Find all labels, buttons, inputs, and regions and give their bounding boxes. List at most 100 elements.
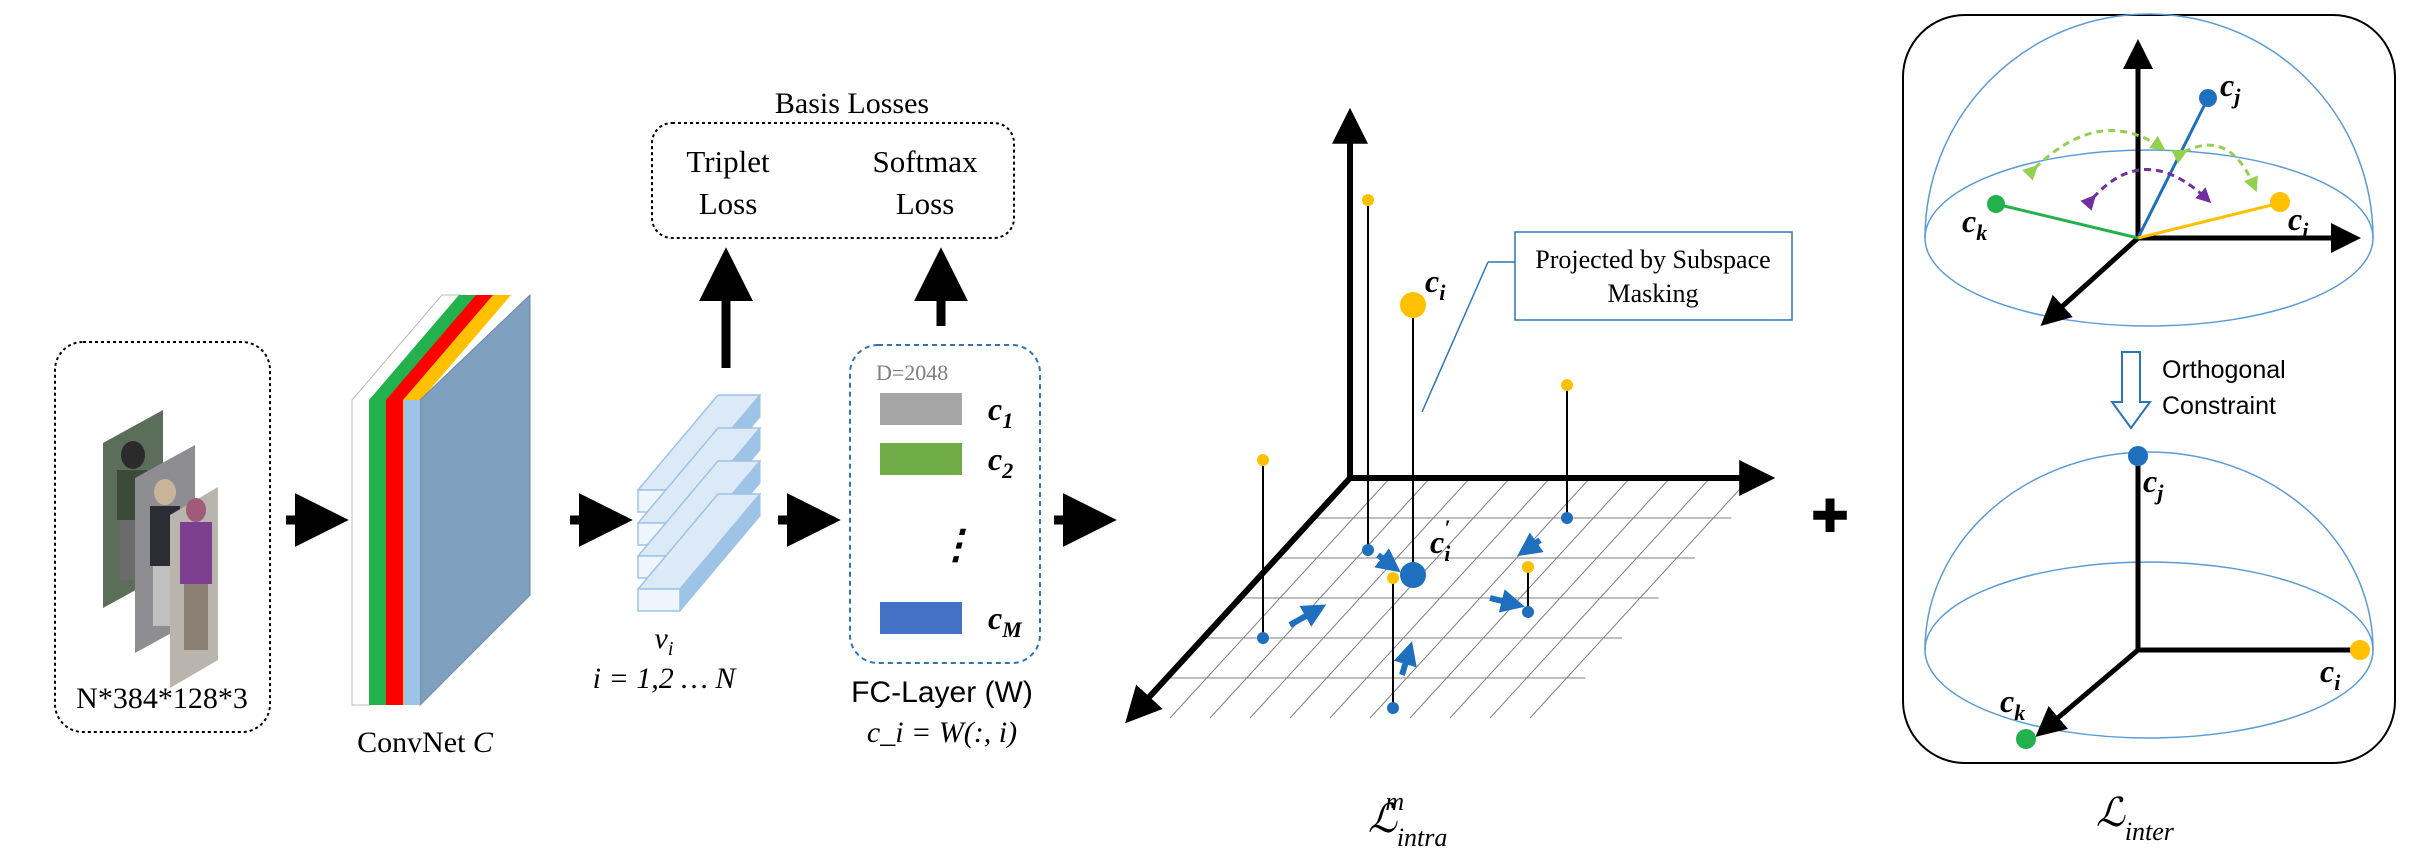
top-ci-point (2270, 192, 2290, 212)
hollow-down-arrow (2110, 351, 2152, 430)
bottom-ck-var: c (2000, 683, 2014, 719)
point-original (1387, 572, 1399, 584)
fc-vector-sub: M (1001, 617, 1023, 642)
feature-var-letter: v (655, 622, 669, 655)
bottom-ck-label: ck (2000, 683, 2025, 725)
softmax-loss-line1: Softmax (872, 144, 978, 179)
point-projected (1522, 606, 1534, 618)
bottom-ci-label: ci (2320, 653, 2341, 695)
point-original (1257, 454, 1269, 466)
top-ck-point (1987, 195, 2005, 213)
top-cj-sub: j (2231, 84, 2241, 109)
inter-loss-sub: inter (2125, 817, 2175, 846)
ci-projected-point (1400, 562, 1426, 588)
top-ci-line (2137, 201, 2281, 240)
fc-vector-label-M: cM (988, 600, 1023, 642)
top-ck-line (1995, 202, 2139, 240)
feature-var-sub: i (668, 638, 674, 660)
intra-points (1257, 194, 1573, 714)
feature-slab-front (637, 588, 681, 612)
point-projected (1362, 544, 1374, 556)
inter-box (1902, 14, 2396, 764)
convnet-layer-green (369, 295, 477, 705)
basis-losses-box (651, 122, 1015, 239)
convnet-block: ConvNet C (351, 293, 531, 759)
pull-arrow (1489, 589, 1525, 613)
input-shape-label: N*384*128*3 (76, 682, 248, 715)
orthogonal-line1: Orthogonal (2162, 356, 2286, 384)
convnet-label: ConvNet C (357, 726, 494, 759)
angle-arc-ck-cj (2022, 129, 2166, 181)
intra-loss-main: ℒ (1368, 796, 1398, 841)
feature-var: vi (655, 622, 674, 660)
intra-ci-label: ci (1425, 263, 1446, 305)
point-projected (1387, 702, 1399, 714)
intra-loss-sup: m (1385, 787, 1404, 816)
person-image-front (170, 487, 218, 688)
point-original (1400, 292, 1426, 318)
fc-layer-box (849, 344, 1041, 664)
pull-arrow (1288, 604, 1327, 628)
point-original (1522, 561, 1534, 573)
inter-loss-panel: cj ci ck Orthogonal Constraint cj ci ck … (1902, 13, 2396, 846)
triplet-loss-line1: Triplet (686, 144, 770, 179)
grid-line-slanted (1529, 477, 1751, 719)
callout-line1: Projected by Subspace (1535, 245, 1770, 274)
top-ci-sub: i (2302, 218, 2309, 243)
top-axis-depth (2040, 236, 2140, 327)
grid-line-slanted (1329, 477, 1551, 719)
angle-arc-ck-ci (2080, 168, 2212, 211)
intra-ci-var: c (1425, 263, 1439, 299)
fc-vector-sub: 1 (1002, 408, 1013, 433)
callout-box (1514, 231, 1793, 321)
fc-dimension: D=2048 (876, 360, 948, 385)
callout-leader (1421, 261, 1489, 413)
pull-arrow (1517, 532, 1544, 557)
pull-arrow (1374, 548, 1401, 573)
top-ci-label: ci (2288, 201, 2309, 243)
bottom-cj-label: cj (2143, 463, 2164, 505)
fc-vector-bar-M (880, 602, 962, 634)
bottom-cj-point (2128, 446, 2148, 466)
top-ck-sub: k (1976, 220, 1987, 245)
convnet-layers (351, 293, 531, 707)
intra-loss-label: ℒintra m (1368, 787, 1447, 852)
softmax-loss-line2: Loss (896, 186, 955, 221)
fc-vector-var: c (988, 391, 1002, 427)
top-ci-var: c (2288, 201, 2302, 237)
inter-loss-label: ℒinter (2096, 790, 2175, 846)
intra-axis-depth (1125, 475, 1353, 724)
convnet-layer-red (386, 295, 494, 705)
grid-line-slanted (1249, 477, 1471, 719)
intra-ci-proj-sup: ′ (1444, 515, 1450, 540)
bottom-ci-point (2350, 640, 2370, 660)
top-dome-outline (1924, 13, 2374, 239)
convnet-label-var: C (473, 726, 494, 759)
inter-loss-main: ℒ (2096, 790, 2126, 835)
fc-layer-label: FC-Layer (W) (851, 676, 1033, 709)
pull-arrow (1393, 641, 1417, 676)
bottom-ck-sub: k (2014, 700, 2025, 725)
intra-loss-plot: Projected by Subspace Masking ci ci′ ℒin… (1125, 107, 1793, 852)
convnet-layer-blue-front (404, 400, 420, 705)
top-ck-label: ck (1962, 203, 1987, 245)
bottom-ci-var: c (2320, 653, 2334, 689)
top-cj-var: c (2220, 67, 2234, 103)
feature-vectors: vi i = 1,2 … N (593, 393, 762, 695)
intra-ci-proj-sub: i (1444, 541, 1451, 566)
grid-line-slanted (1369, 477, 1591, 719)
triplet-loss-line2: Loss (699, 186, 758, 221)
plus-sign: ✚ (1811, 490, 1850, 542)
fc-vector-label-1: c1 (988, 391, 1013, 433)
point-projected (1561, 512, 1573, 524)
top-cj-label: cj (2220, 67, 2241, 109)
top-ck-var: c (1962, 203, 1976, 239)
angle-arc-cj-ci (2171, 143, 2258, 193)
point-projected (1257, 632, 1269, 644)
top-cj-line (2136, 97, 2210, 239)
bottom-dome-outline (1924, 451, 2374, 651)
grid-line-slanted (1169, 477, 1391, 719)
